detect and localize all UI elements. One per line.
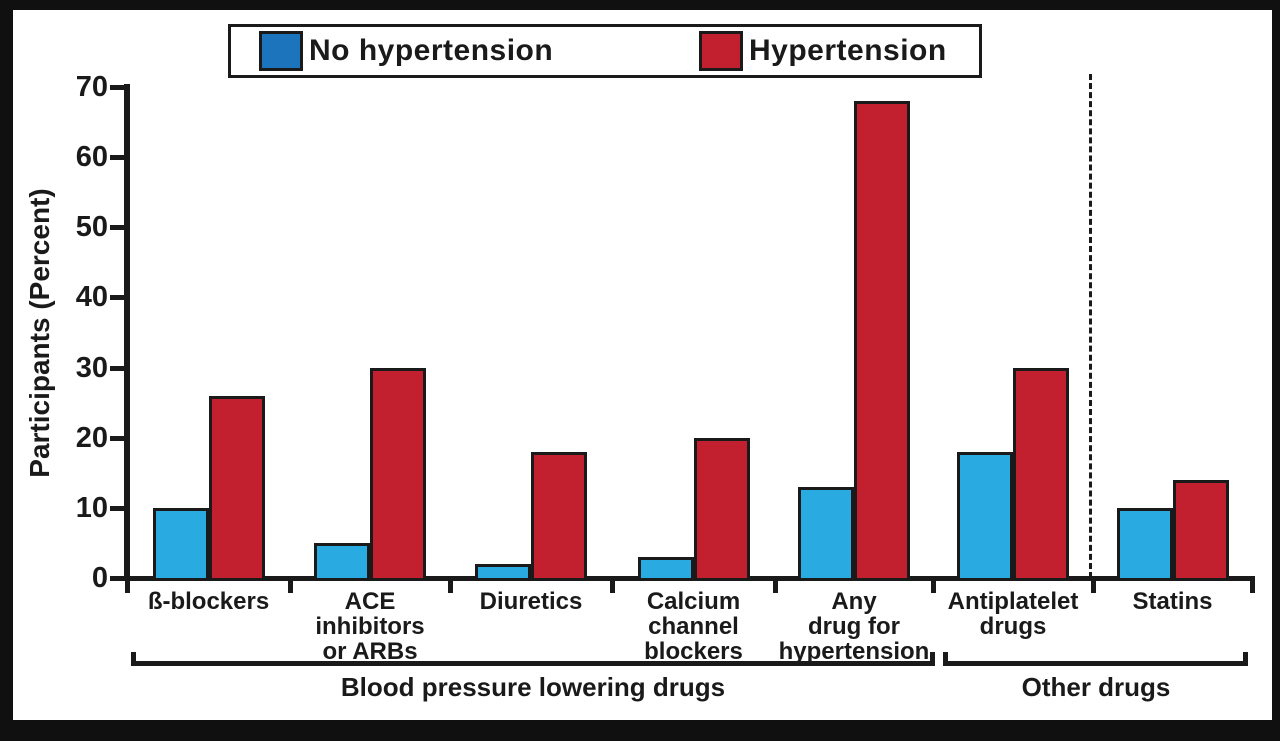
x-tick (448, 578, 453, 593)
x-tick (1250, 578, 1255, 593)
dashed-separator-line (1089, 74, 1092, 578)
y-tick-label: 60 (75, 141, 108, 174)
legend-label: Hypertension (749, 34, 947, 67)
category-label: Statins (1132, 588, 1213, 615)
bracket-label-blood-pressure-drugs: Blood pressure lowering drugs (340, 672, 726, 702)
plot-background (13, 10, 1272, 720)
category-label: ACE inhibitors or ARBs (315, 588, 425, 665)
x-tick (125, 578, 130, 593)
bracket-other-drugs (943, 652, 1248, 666)
y-tick-label: 0 (91, 562, 108, 594)
bar-hypertension (693, 437, 750, 581)
bar-hypertension (531, 451, 587, 581)
y-tick (110, 85, 124, 90)
bar-hypertension (854, 101, 910, 581)
category-label: Calcium channel blockers (644, 588, 743, 665)
y-tick (110, 295, 124, 301)
bracket-blood-pressure-drugs (131, 652, 935, 666)
y-tick (110, 505, 124, 511)
category-label: Any drug for hypertension (778, 588, 930, 665)
bracket-label-other-drugs: Other drugs (1021, 672, 1171, 702)
y-tick-label: 40 (75, 281, 108, 314)
y-tick-label: 20 (75, 421, 108, 454)
x-tick (288, 578, 293, 593)
bar-no-hypertension (475, 563, 531, 581)
y-tick (110, 225, 124, 231)
x-tick (773, 578, 778, 593)
y-axis-line (124, 84, 130, 581)
x-tick (1091, 578, 1096, 593)
legend-entry-hypertension: Hypertension (699, 27, 947, 75)
y-tick-label: 50 (75, 211, 108, 244)
bar-hypertension (370, 367, 426, 581)
y-tick-label: 10 (75, 491, 108, 524)
legend-entry-no-hypertension: No hypertension (259, 27, 553, 75)
legend: No hypertension Hypertension (228, 24, 982, 78)
legend-label: No hypertension (309, 34, 554, 67)
x-tick (610, 578, 615, 593)
bar-hypertension (208, 395, 265, 581)
bar-hypertension (1013, 367, 1069, 581)
y-tick (110, 365, 124, 371)
category-label: Diuretics (479, 588, 583, 615)
bar-no-hypertension (1116, 507, 1173, 581)
legend-swatch-no-hypertension (259, 31, 303, 71)
bar-no-hypertension (798, 486, 854, 581)
legend-swatch-hypertension (699, 31, 743, 71)
y-tick-label: 70 (75, 71, 108, 103)
bar-no-hypertension (637, 556, 694, 581)
y-tick (110, 576, 124, 581)
category-label: Antiplatelet drugs (947, 588, 1079, 640)
bar-hypertension (1172, 479, 1229, 581)
bar-no-hypertension (314, 542, 370, 581)
bar-no-hypertension (957, 451, 1013, 581)
x-tick (931, 578, 936, 593)
y-tick (110, 435, 124, 441)
category-label: ß-blockers (147, 588, 270, 615)
y-tick-label: 30 (75, 351, 108, 384)
y-tick (110, 155, 124, 161)
bar-no-hypertension (152, 507, 209, 581)
